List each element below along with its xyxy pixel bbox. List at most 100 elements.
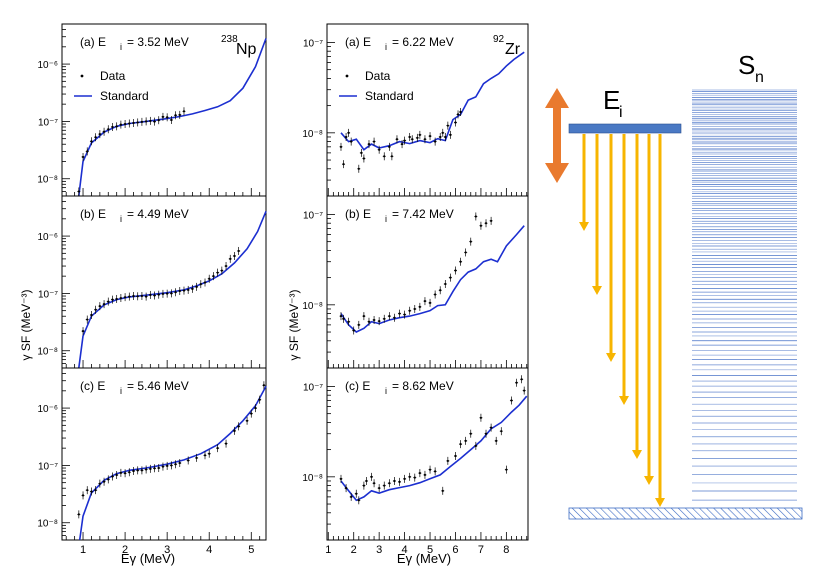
data-point: [344, 132, 348, 141]
data-point: [403, 136, 407, 145]
data-point: [484, 219, 488, 228]
data-point: [387, 312, 391, 321]
y-tick-label: 10⁻⁸: [302, 473, 323, 484]
data-point: [479, 413, 483, 422]
gamma-transition-arrows: [579, 134, 665, 507]
ground-level-bar: [568, 507, 803, 520]
data-point: [207, 274, 211, 283]
legend-data-marker: [80, 74, 84, 78]
data-point: [127, 119, 131, 128]
zr92-ylabel: γ SF (MeV⁻³): [287, 289, 301, 360]
panel-label-sub: i: [385, 42, 387, 52]
x-tick-label: 1: [325, 544, 331, 556]
data-point: [148, 290, 152, 299]
data-point: [347, 128, 351, 137]
double-arrow-orange: [545, 88, 569, 183]
panel-label-value: = 3.52 MeV: [127, 35, 189, 49]
data-point: [364, 476, 368, 485]
np238-xlabel-text: Eγ (MeV): [121, 551, 175, 566]
x-tick-label: 4: [402, 544, 408, 556]
zr92-nucleus-label: 92 Zr: [493, 34, 521, 58]
double-arrow-head-up: [545, 88, 569, 108]
data-point: [464, 248, 468, 257]
data-point: [403, 474, 407, 483]
data-point: [357, 320, 361, 329]
gamma-arrow: [606, 134, 616, 362]
panel-label: (b) E: [80, 207, 106, 221]
data-point: [232, 251, 236, 260]
data-point: [136, 466, 140, 475]
data-point: [216, 268, 220, 277]
np238-panel-c: 10⁻⁸ 10⁻⁷ 10⁻⁶ (c) E i = 5.46 MeV: [37, 367, 267, 541]
data-point: [115, 471, 119, 480]
panel-label-sub: i: [385, 386, 387, 396]
gamma-arrow: [592, 134, 602, 295]
data-point: [418, 130, 422, 139]
data-point: [446, 121, 450, 130]
data-point: [372, 479, 376, 488]
data-point: [349, 492, 353, 501]
data-point: [413, 473, 417, 482]
panel-label: (a) E: [80, 35, 106, 49]
panel-label-value: = 4.49 MeV: [127, 207, 189, 221]
data-point: [464, 436, 468, 445]
data-point: [377, 484, 381, 493]
data-point: [339, 312, 343, 321]
data-point: [469, 237, 473, 246]
data-point: [178, 287, 182, 296]
data-point: [123, 293, 127, 302]
data-point: [98, 130, 102, 139]
data-point: [433, 467, 437, 476]
data-point: [362, 312, 366, 321]
legend-data-label: Data: [365, 69, 391, 83]
data-point: [119, 468, 123, 477]
data-point: [110, 122, 114, 131]
data-point: [520, 375, 524, 384]
data-point: [262, 381, 266, 390]
data-point: [438, 286, 442, 295]
data-point: [413, 304, 417, 313]
legend-standard-label: Standard: [365, 89, 414, 103]
panel-label-value: = 8.62 MeV: [392, 379, 454, 393]
panel-label: (c) E: [345, 379, 370, 393]
data-point: [418, 302, 422, 311]
data-point: [127, 468, 131, 477]
y-tick-label: 10⁻⁸: [302, 129, 323, 140]
data-point: [258, 395, 262, 404]
data-point: [190, 284, 194, 293]
data-point: [392, 313, 396, 322]
data-point: [448, 130, 452, 139]
data-point: [387, 142, 391, 151]
y-tick-label: 10⁻⁸: [37, 519, 58, 530]
data-point: [81, 491, 85, 500]
np238-panel-a: 10⁻⁸ 10⁻⁷ 10⁻⁶ (a) E i = 3.52 MeV Data Standard: [37, 23, 267, 197]
data-point: [81, 152, 85, 161]
data-point: [136, 118, 140, 127]
data-point: [354, 489, 358, 498]
data-point: [344, 484, 348, 493]
data-point: [140, 466, 144, 475]
data-point: [77, 187, 81, 196]
data-point: [359, 148, 363, 157]
data-point: [428, 132, 432, 141]
data-point: [499, 427, 503, 436]
data-point: [186, 285, 190, 294]
data-point: [132, 118, 136, 127]
data-point: [89, 311, 93, 320]
data-point: [153, 291, 157, 300]
data-point: [395, 135, 399, 144]
panel-label: (a) E: [345, 35, 371, 49]
data-point: [228, 254, 232, 263]
data-point: [161, 112, 165, 121]
panel-frame: [326, 195, 529, 369]
data-point: [504, 465, 508, 474]
data-point: [106, 475, 110, 484]
data-point: [382, 314, 386, 323]
x-tick-label: 2: [351, 544, 357, 556]
data-point: [165, 461, 169, 470]
data-point: [132, 292, 136, 301]
data-point: [387, 479, 391, 488]
data-point: [357, 164, 361, 173]
data-point: [438, 132, 442, 141]
data-point: [203, 278, 207, 287]
